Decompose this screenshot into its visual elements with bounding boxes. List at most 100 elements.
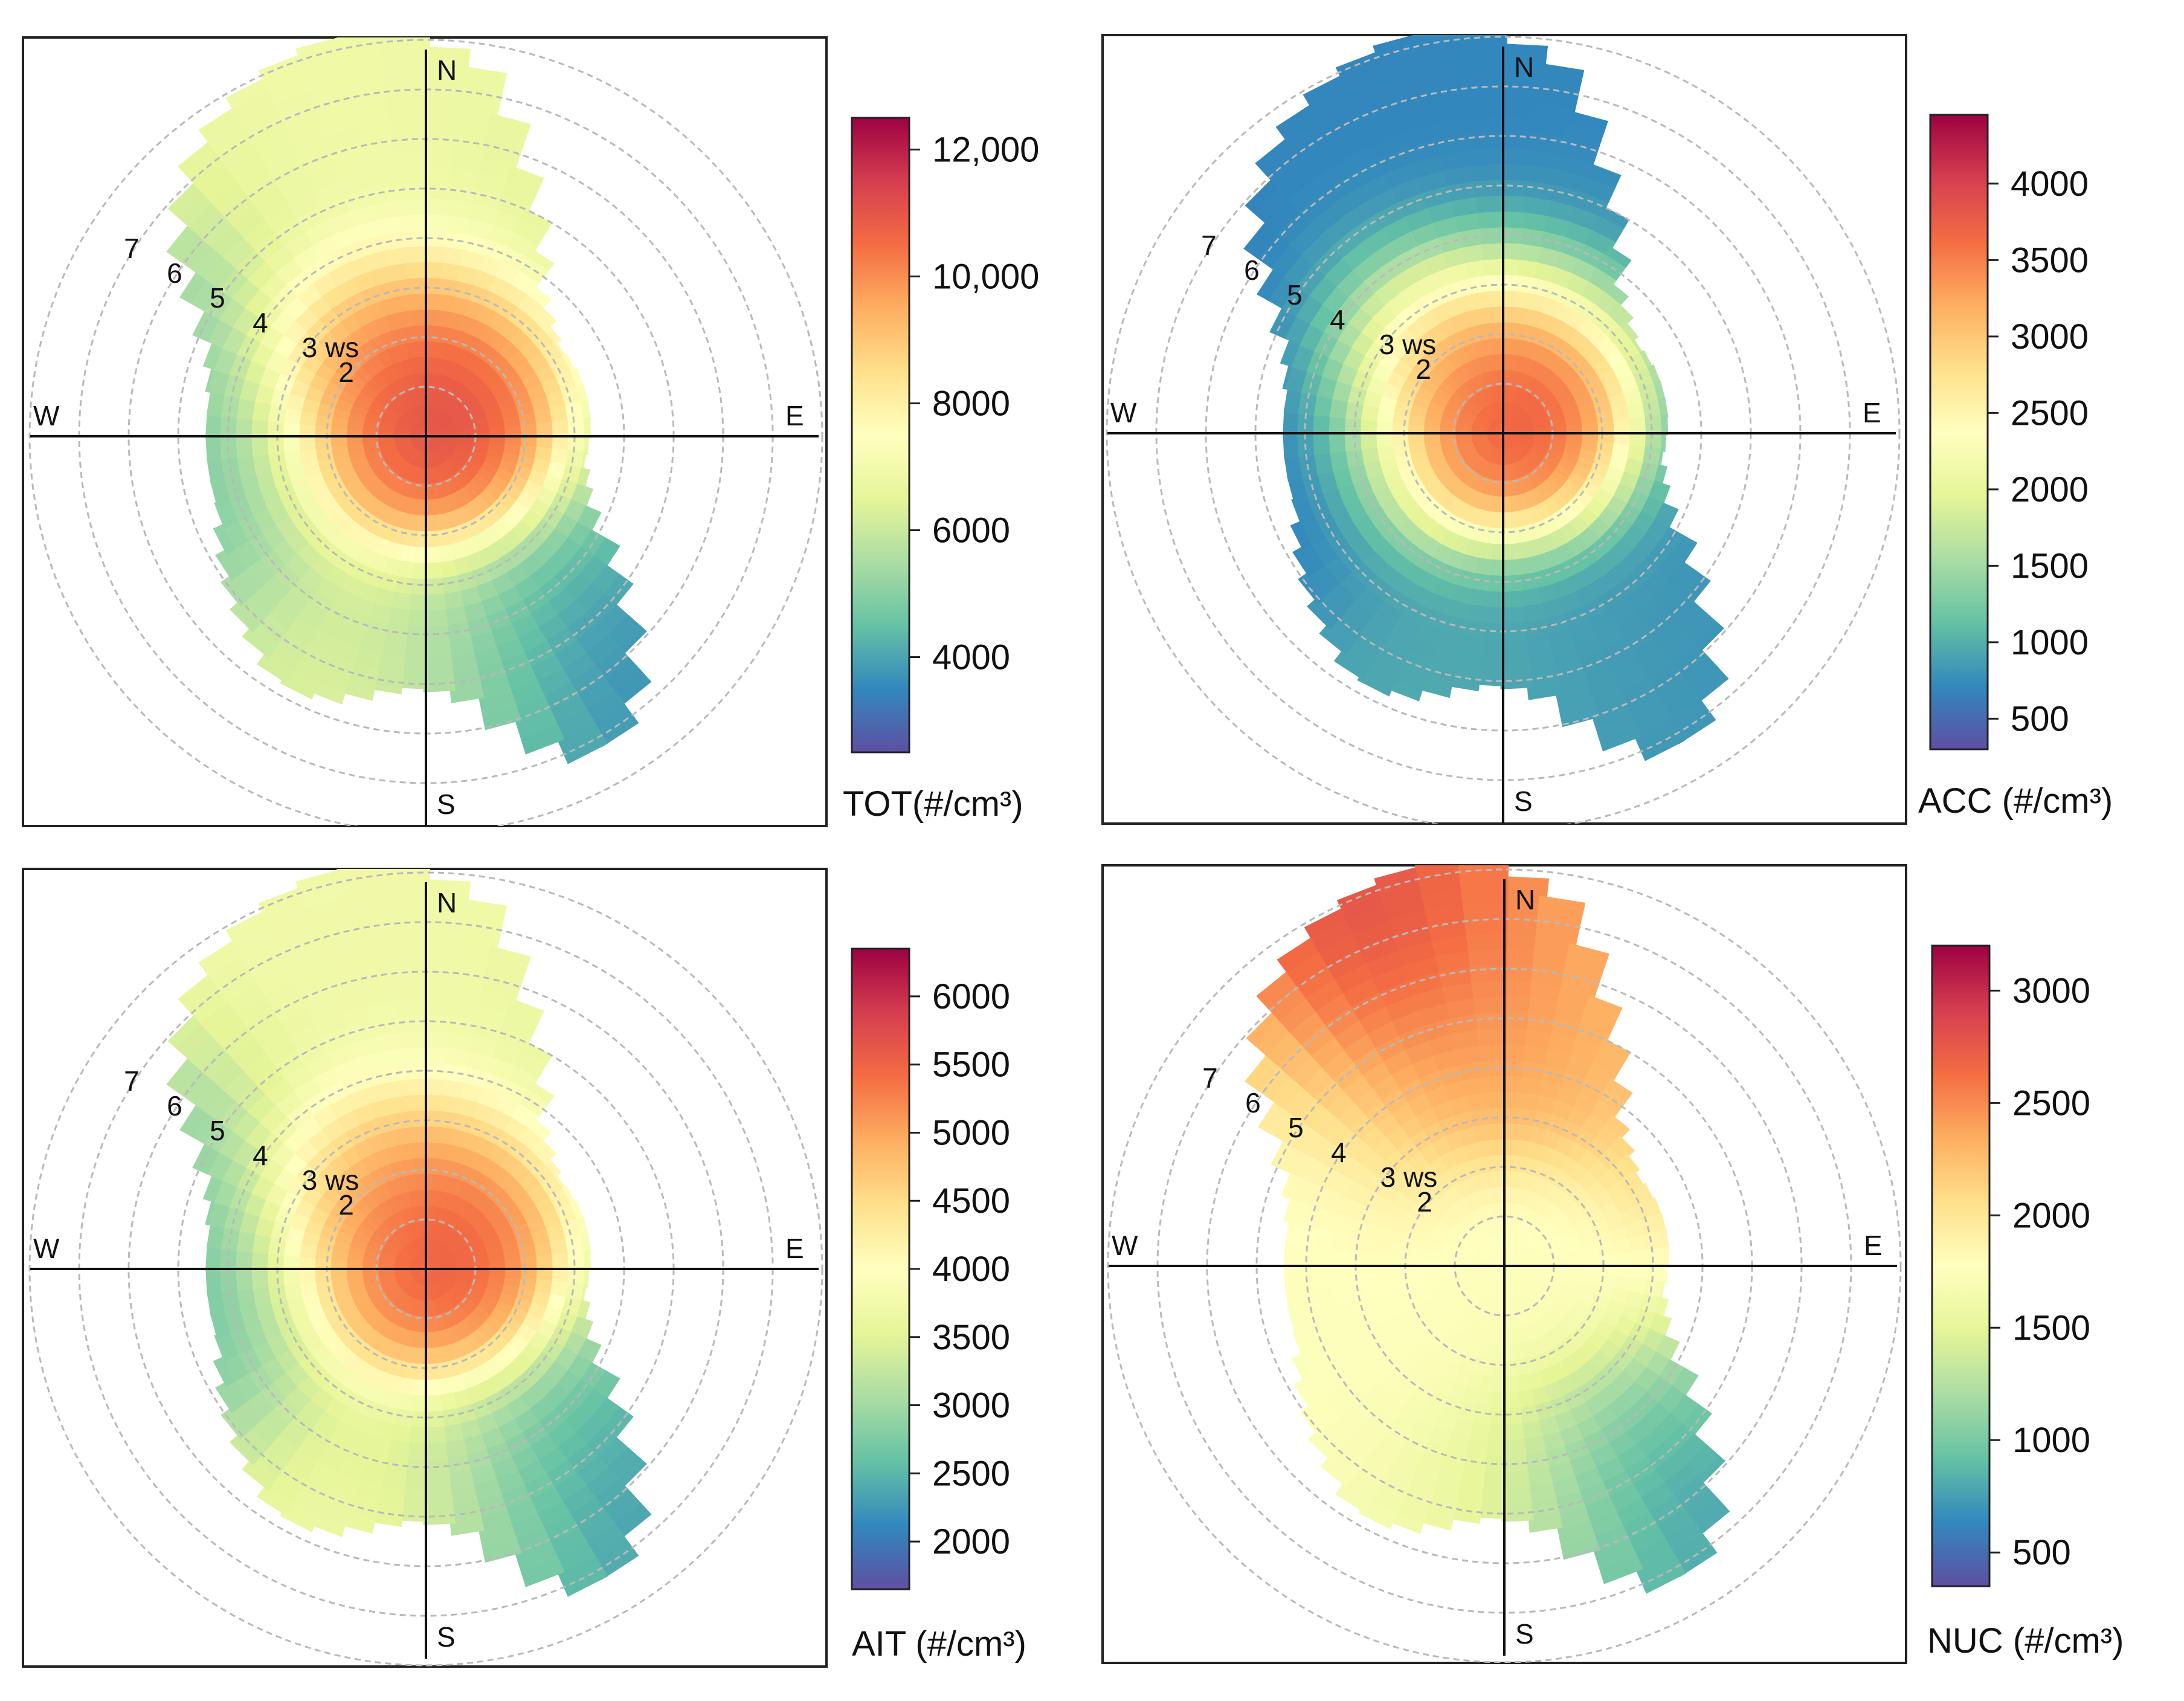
heat-cell xyxy=(420,418,426,436)
heat-cell xyxy=(1501,1010,1534,1030)
heat-cell xyxy=(233,414,253,439)
heat-cell xyxy=(1512,369,1524,389)
heat-cell xyxy=(1475,410,1492,424)
heat-cell xyxy=(410,425,426,436)
heat-cell xyxy=(393,1273,412,1283)
heat-cell xyxy=(376,1275,396,1285)
heat-cell xyxy=(387,933,430,954)
heat-cell xyxy=(482,1539,522,1563)
heat-cell xyxy=(415,1283,423,1303)
heat-cell xyxy=(1311,450,1333,476)
heat-cell xyxy=(1518,1248,1536,1260)
heat-cell xyxy=(1579,663,1617,693)
heat-cell xyxy=(1513,444,1529,459)
heat-cell xyxy=(1502,1041,1530,1062)
heatmap-acc xyxy=(1243,35,1729,761)
heat-cell xyxy=(1478,1470,1507,1491)
heat-cell xyxy=(303,893,354,923)
heat-cell xyxy=(205,1267,222,1294)
heat-cell xyxy=(1484,272,1505,292)
heat-cell xyxy=(1443,1232,1464,1247)
heat-cell xyxy=(1574,649,1610,678)
heat-cell xyxy=(432,1219,442,1239)
heat-cell xyxy=(1483,1169,1497,1189)
ws-tick-label: 3 ws xyxy=(302,1164,359,1196)
heat-cell xyxy=(430,370,440,390)
heat-cell xyxy=(1472,1270,1490,1280)
heat-cell xyxy=(1489,1266,1504,1279)
heat-cell xyxy=(416,354,427,373)
heat-cell xyxy=(260,56,312,91)
heat-cell xyxy=(1307,601,1336,630)
heat-cell xyxy=(1481,606,1506,626)
heat-cell xyxy=(426,436,436,453)
heat-cell xyxy=(426,1263,444,1269)
heat-cell xyxy=(206,456,225,485)
heat-cell xyxy=(501,1284,522,1300)
heat-cell xyxy=(318,107,364,136)
heat-cell xyxy=(1639,350,1654,370)
heat-cell xyxy=(396,392,411,411)
heat-cell xyxy=(1470,419,1489,429)
heat-cell xyxy=(558,1555,605,1592)
heat-cell xyxy=(327,529,353,555)
heat-cell xyxy=(1503,422,1519,433)
heat-cell xyxy=(391,459,408,477)
heat-cell xyxy=(1499,129,1538,150)
heat-cell xyxy=(408,436,426,444)
heat-cell xyxy=(432,450,443,468)
heat-cell xyxy=(405,1221,417,1241)
heat-cell xyxy=(399,1329,414,1349)
heat-cell xyxy=(1501,575,1522,595)
heat-cell xyxy=(1422,1265,1442,1276)
heat-cell xyxy=(387,260,411,282)
heat-cell xyxy=(1503,416,1513,433)
heat-cell xyxy=(280,434,300,453)
heat-cell xyxy=(202,338,224,370)
heat-cell xyxy=(1659,1280,1665,1302)
heat-cell xyxy=(1513,1294,1525,1314)
heat-cell xyxy=(260,888,312,923)
colorbar-tick-label: 1000 xyxy=(2012,1421,2090,1460)
heat-cell xyxy=(328,435,347,448)
heat-cell xyxy=(380,410,399,424)
colorbar-tick-label: 4500 xyxy=(932,1181,1010,1221)
heat-cell xyxy=(389,117,430,137)
heat-cell xyxy=(215,1386,235,1413)
heat-cell xyxy=(1492,399,1500,419)
heat-cell xyxy=(1475,442,1492,457)
heat-cell xyxy=(439,575,462,597)
heat-cell xyxy=(1357,98,1404,131)
heat-cell xyxy=(1453,422,1472,431)
heat-cell xyxy=(1477,493,1491,514)
heat-cell xyxy=(1421,432,1440,443)
heat-cell xyxy=(576,383,589,405)
heat-cell xyxy=(445,494,460,515)
heat-cell xyxy=(407,578,428,598)
heat-cell xyxy=(1469,456,1485,474)
heat-cell xyxy=(426,421,439,436)
heat-cell xyxy=(292,131,336,163)
heat-cell xyxy=(567,434,587,455)
heat-cell xyxy=(1483,256,1506,276)
heat-cell xyxy=(1513,407,1529,423)
heat-cell xyxy=(1499,82,1544,103)
heat-cell xyxy=(422,46,471,59)
heat-cell xyxy=(205,411,222,439)
heat-cell xyxy=(329,971,370,999)
heat-cell xyxy=(424,1123,443,1143)
heat-cell xyxy=(449,683,485,703)
heat-cell xyxy=(1544,399,1564,415)
heat-cell xyxy=(1499,50,1547,71)
heat-cell xyxy=(256,1485,294,1517)
dir-w: W xyxy=(1110,397,1137,428)
heat-cell xyxy=(1473,441,1490,454)
heat-cell xyxy=(1333,650,1371,681)
heat-cell xyxy=(1406,1359,1431,1384)
heat-cell xyxy=(347,402,369,418)
heat-cell xyxy=(1492,1251,1504,1266)
heat-cell xyxy=(362,408,383,422)
heat-cell xyxy=(423,1489,454,1509)
heat-cell xyxy=(1506,399,1514,419)
